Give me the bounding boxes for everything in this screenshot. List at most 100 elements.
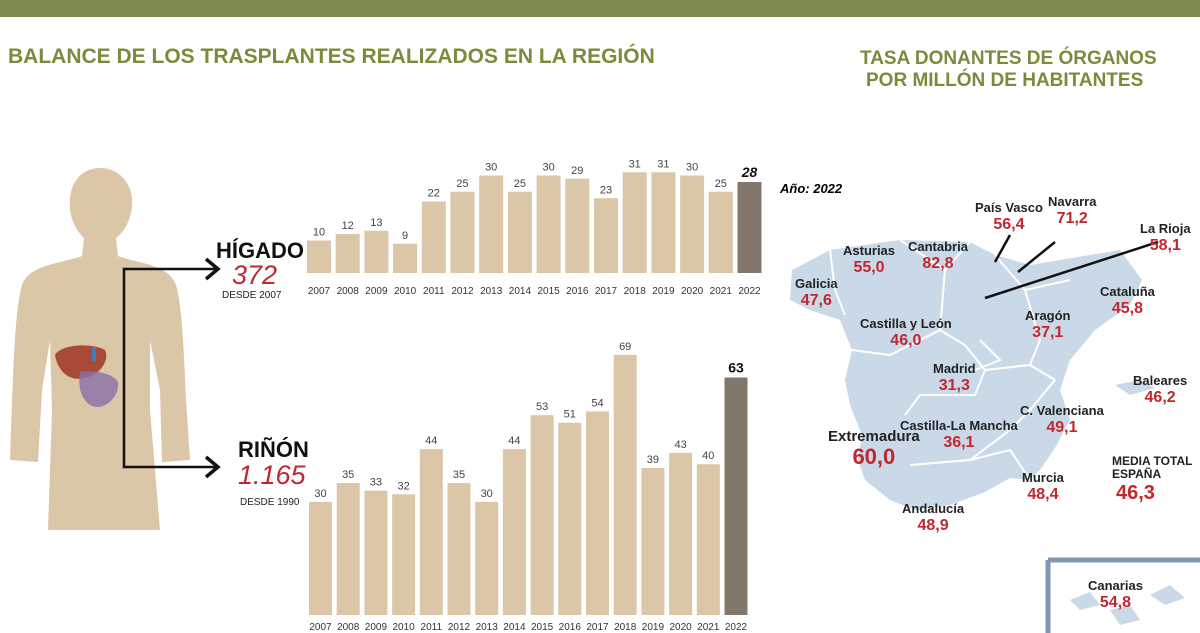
region-value: 45,8 — [1111, 300, 1144, 317]
region-name: Castilla-La Mancha — [900, 418, 1018, 433]
region-value: 49,1 — [1046, 419, 1078, 436]
bar-2017 — [594, 198, 618, 273]
data-label-2011: 44 — [425, 435, 437, 447]
connector-arrows — [122, 257, 221, 479]
region-name: Andalucía — [902, 501, 965, 516]
x-tick-2013: 2013 — [480, 286, 503, 297]
media-total: MEDIA TOTAL ESPAÑA 46,3 — [1112, 454, 1193, 505]
region-name: Madrid — [933, 361, 976, 376]
data-label-2013: 30 — [481, 488, 493, 500]
bar-2016 — [558, 422, 582, 615]
x-tick-2012: 2012 — [448, 622, 471, 633]
region-castilla-la-mancha: Castilla-La Mancha 36,1 — [900, 417, 1018, 451]
data-label-2020: 43 — [674, 439, 686, 451]
x-tick-2019: 2019 — [652, 286, 675, 297]
x-tick-2007: 2007 — [308, 286, 331, 297]
data-label-2013: 30 — [485, 162, 497, 174]
x-tick-2008: 2008 — [337, 622, 360, 633]
region-canarias: Canarias 54,8 — [1088, 577, 1143, 611]
bar-2022 — [737, 182, 762, 273]
region-value: 60,0 — [852, 444, 896, 469]
region-name: Cantabria — [908, 239, 968, 254]
right-title-line1: TASA DONANTES DE ÓRGANOS — [860, 48, 1157, 69]
data-label-2014: 25 — [514, 178, 526, 190]
region-value: 48,9 — [917, 517, 949, 534]
bar-2018 — [613, 354, 637, 615]
region-madrid: Madrid 31,3 — [933, 360, 976, 394]
x-tick-2017: 2017 — [586, 622, 609, 633]
higado-label: HÍGADO — [216, 238, 304, 263]
higado-bar-chart: 10 2007 12 2008 13 2009 9 2010 22 2011 25 2012 30 201… — [307, 158, 762, 297]
liver-icon — [55, 345, 119, 408]
region-name: Castilla y León — [860, 316, 952, 331]
x-tick-2010: 2010 — [392, 622, 415, 633]
data-label-2007: 30 — [314, 488, 326, 500]
region-pa-s-vasco: País Vasco 56,4 — [975, 199, 1043, 233]
x-tick-2013: 2013 — [476, 622, 499, 633]
region-extremadura: Extremadura 60,0 — [828, 428, 920, 469]
region-value: 36,1 — [943, 434, 975, 451]
region-value: 82,8 — [922, 255, 954, 272]
x-tick-2012: 2012 — [451, 286, 474, 297]
region-name: Canarias — [1088, 578, 1143, 593]
left-title: BALANCE DE LOS TRASPLANTES REALIZADOS EN… — [8, 45, 655, 68]
bar-2011 — [421, 201, 446, 273]
rinon-bar-chart: 30 2007 35 2008 33 2009 32 2010 44 2011 35 2012 30 20… — [309, 341, 748, 633]
bar-2007 — [309, 501, 332, 615]
region-arag-n: Aragón 37,1 — [1025, 307, 1071, 341]
region-name: Baleares — [1133, 373, 1188, 388]
data-label-2016: 51 — [564, 409, 576, 421]
bar-2019 — [641, 467, 665, 615]
x-tick-2015: 2015 — [537, 286, 560, 297]
data-label-2009: 33 — [370, 477, 382, 489]
region-murcia: Murcia 48,4 — [1022, 469, 1064, 503]
rinon-label: RIÑÓN — [238, 437, 309, 462]
x-tick-2022: 2022 — [725, 622, 748, 633]
region-name: Aragón — [1025, 308, 1071, 323]
region-value: 31,3 — [938, 377, 970, 394]
x-tick-2018: 2018 — [614, 622, 637, 633]
bar-2021 — [708, 191, 733, 273]
region-value: 71,2 — [1056, 210, 1088, 227]
region-galicia: Galicia 47,6 — [795, 275, 838, 309]
data-label-2018: 69 — [619, 341, 631, 353]
human-body-illustration — [10, 168, 190, 530]
region-andaluc-a: Andalucía 48,9 — [902, 500, 964, 534]
map-canarias — [1070, 585, 1185, 625]
bar-2012 — [450, 191, 475, 273]
region-value: 48,4 — [1027, 486, 1059, 503]
data-label-2017: 23 — [600, 184, 612, 196]
data-label-2008: 35 — [342, 469, 354, 481]
region-catalu-a: Cataluña 45,8 — [1100, 283, 1155, 317]
x-tick-2016: 2016 — [559, 622, 582, 633]
x-tick-2020: 2020 — [669, 622, 692, 633]
bar-2013 — [479, 175, 504, 273]
region-value: 56,4 — [993, 216, 1025, 233]
data-label-2015: 53 — [536, 401, 548, 413]
bar-2013 — [475, 501, 499, 615]
data-label-2010: 9 — [402, 230, 408, 242]
rinon-total: 1.165 — [238, 460, 306, 490]
region-name: La Rioja — [1140, 221, 1191, 236]
higado-since: DESDE 2007 — [222, 290, 282, 301]
region-name: Navarra — [1048, 194, 1097, 209]
region-borders — [829, 239, 1071, 481]
data-label-2008: 12 — [342, 220, 354, 232]
region-name: Murcia — [1022, 470, 1064, 485]
bar-2008 — [336, 483, 360, 615]
data-label-2021: 40 — [702, 450, 714, 462]
region-baleares: Baleares 46,2 — [1133, 372, 1187, 406]
bar-2010 — [392, 494, 416, 615]
year-label: Año: 2022 — [780, 181, 843, 196]
bar-2011 — [419, 449, 443, 615]
bar-2014 — [502, 449, 526, 615]
x-tick-2014: 2014 — [509, 286, 532, 297]
x-tick-2019: 2019 — [642, 622, 665, 633]
right-title-line2: POR MILLÓN DE HABITANTES — [866, 70, 1144, 91]
region-cantabria: Cantabria 82,8 — [908, 238, 968, 272]
bar-2008 — [335, 234, 360, 273]
region-asturias: Asturias 55,0 — [843, 242, 895, 276]
region-name: C. Valenciana — [1020, 403, 1104, 418]
bar-2015 — [530, 415, 554, 615]
data-label-2007: 10 — [313, 227, 325, 239]
